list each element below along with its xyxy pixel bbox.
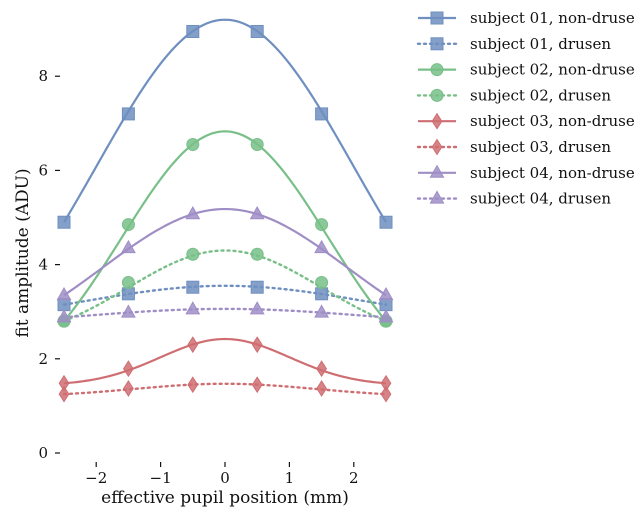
legend-label: subject 02, drusen [470,86,611,104]
data-point-6-3 [187,376,199,394]
data-point-2-1 [57,298,71,312]
data-point-7-2 [120,239,136,254]
data-point-1-3 [186,24,200,38]
y-axis: 0 2 4 6 8 [38,67,60,462]
series-line-6 [62,382,388,396]
data-point-7-4 [249,206,265,220]
legend-item-5[interactable]: subject 03, non-drusen [418,112,635,130]
legend-item-4[interactable]: subject 02, drusen [416,86,611,104]
data-point-8-4 [249,301,265,315]
legend-marker [430,11,444,25]
legend-label: subject 04, non-drusen [470,164,635,182]
data-point-3-3 [186,138,200,152]
data-point-4-2 [121,276,135,290]
legend-label: subject 02, non-drusen [470,61,635,79]
series-line-5 [63,337,387,385]
data-point-5-5 [316,360,327,378]
data-point-2-5 [315,287,329,301]
data-point-2-6 [379,298,393,312]
series-line-2 [62,284,388,306]
data-point-8-1 [56,309,72,323]
legend-item-7[interactable]: subject 04, non-drusen [418,164,635,182]
data-point-8-3 [185,301,201,315]
legend-item-3[interactable]: subject 02, non-drusen [418,61,635,79]
data-point-7-1 [56,287,72,301]
data-point-3-2 [121,218,135,232]
legend-marker [431,112,443,130]
data-point-6-2 [123,380,134,397]
x-tick-label: −1 [150,469,172,487]
x-tick-label: 0 [220,469,230,487]
data-point-3-4 [250,138,264,152]
data-point-8-2 [120,304,136,318]
legend-label: subject 01, drusen [470,35,611,53]
data-point-6-4 [251,376,263,394]
y-tick-label: 6 [38,161,48,179]
data-point-7-5 [314,239,330,254]
legend-label: subject 03, drusen [470,138,611,156]
y-axis-label: fit amplitude (ADU) [13,168,33,337]
y-tick-label: 4 [38,256,48,274]
legend-item-6[interactable]: subject 03, drusen [416,138,611,156]
legend-marker [429,190,445,204]
legend-item-2[interactable]: subject 01, drusen [416,35,611,53]
legend-label: subject 01, non-drusen [470,9,635,27]
data-point-4-3 [186,247,200,261]
legend-item-1[interactable]: subject 01, non-drusen [418,9,635,27]
data-point-5-3 [187,336,199,354]
data-point-5-2 [123,360,134,378]
data-point-1-5 [315,107,329,121]
series-line-3 [63,130,387,322]
data-point-7-3 [185,206,201,220]
x-tick-label: −2 [85,469,107,487]
data-point-8-6 [378,309,394,323]
data-point-6-5 [316,380,327,397]
data-point-5-4 [251,336,263,354]
legend-marker [429,164,445,178]
legend-marker [430,37,444,51]
series-line-4 [62,249,388,323]
legend-marker [430,63,444,77]
legend-marker [430,88,444,102]
data-point-1-4 [250,24,264,38]
plot-area [62,18,388,396]
legend[interactable]: subject 01, non-drusen subject 01, drusen… [416,9,635,208]
data-point-3-5 [315,218,329,232]
data-point-1-1 [57,215,71,229]
data-point-4-5 [315,276,329,290]
y-tick-label: 8 [38,67,48,85]
x-tick-label: 1 [285,469,295,487]
plot-markers [56,24,394,403]
data-point-6-1 [58,385,70,403]
data-point-2-2 [121,287,135,301]
data-point-2-3 [186,280,200,294]
series-line-1 [63,18,387,223]
legend-label: subject 03, non-drusen [470,112,635,130]
y-tick-label: 0 [38,444,48,462]
data-point-7-6 [378,287,394,301]
x-tick-label: 2 [349,469,359,487]
legend-label: subject 04, drusen [470,190,611,208]
data-point-4-4 [250,247,264,261]
data-point-6-6 [380,385,392,403]
x-axis: −2 −1 0 1 2 [85,462,359,487]
series-line-8 [62,307,388,319]
data-point-2-4 [250,280,264,294]
data-point-1-6 [379,215,393,229]
x-axis-label: effective pupil position (mm) [101,488,349,508]
data-point-1-2 [121,107,135,121]
series-line-7 [63,207,387,297]
data-point-8-5 [314,304,330,318]
legend-item-8[interactable]: subject 04, drusen [416,190,611,208]
legend-marker [431,138,443,156]
y-tick-label: 2 [38,350,48,368]
